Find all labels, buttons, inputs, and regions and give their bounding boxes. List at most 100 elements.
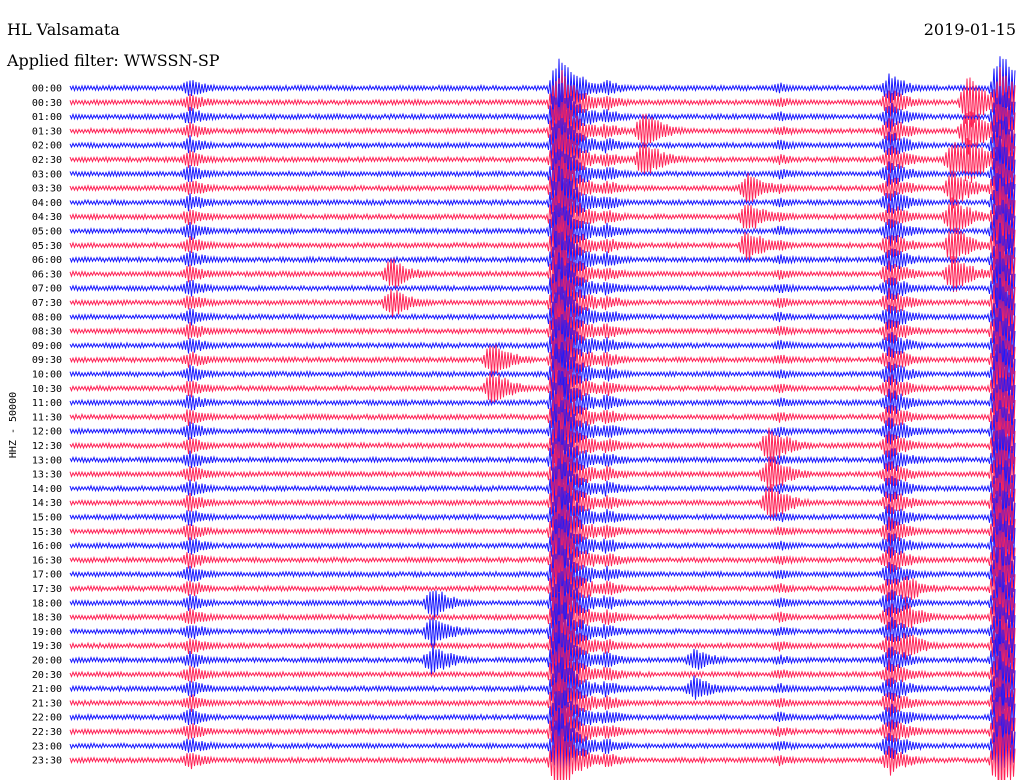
row-time-label: 13:00: [32, 455, 62, 466]
trace-row: [69, 669, 1016, 734]
row-time-label: 00:00: [32, 84, 62, 95]
row-time-label: 10:00: [32, 370, 62, 381]
trace-row: [69, 643, 1016, 704]
row-time-label: 20:30: [32, 670, 62, 681]
row-time-label: 04:00: [32, 198, 62, 209]
trace-row: [69, 683, 1016, 751]
trace-row: [69, 420, 1016, 493]
row-time-label: 16:00: [32, 541, 62, 552]
trace-row: [69, 101, 1016, 167]
row-time-label: 14:00: [32, 484, 62, 495]
station-title: HL Valsamata: [7, 20, 120, 39]
date-label: 2019-01-15: [924, 20, 1016, 39]
trace-row: [69, 213, 1016, 279]
row-time-label: 05:30: [32, 241, 62, 252]
row-time-label: 07:30: [32, 298, 62, 309]
row-time-label: 01:00: [32, 112, 62, 123]
trace-row: [69, 269, 1016, 335]
trace-row: [69, 651, 1016, 724]
row-time-label: 08:00: [32, 312, 62, 323]
trace-row: [69, 135, 1016, 206]
row-time-label: 03:30: [32, 184, 62, 195]
row-time-label: 04:30: [32, 212, 62, 223]
trace-row: [69, 321, 1016, 393]
row-time-label: 01:30: [32, 126, 62, 137]
row-time-label: 13:30: [32, 470, 62, 481]
trace-row: [69, 482, 1016, 551]
trace-row: [69, 537, 1016, 609]
channel-label: HHZ - 50000: [8, 392, 19, 458]
row-time-label: 09:00: [32, 341, 62, 352]
row-time-label: 08:30: [32, 327, 62, 338]
row-time-label: 02:00: [32, 141, 62, 152]
row-time-label: 16:30: [32, 555, 62, 566]
row-time-label: 15:30: [32, 527, 62, 538]
trace-row: [69, 707, 1016, 780]
row-time-label: 11:30: [32, 412, 62, 423]
trace-row: [69, 458, 1016, 526]
trace-row: [69, 277, 1016, 352]
trace-row: [69, 400, 1016, 465]
row-time-label: 07:00: [32, 284, 62, 295]
trace-row: [69, 116, 1016, 176]
trace-row: [69, 620, 1016, 691]
row-time-label: 20:00: [32, 656, 62, 667]
trace-row: [69, 336, 1016, 407]
trace-row: [69, 199, 1016, 265]
row-time-label: 00:30: [32, 98, 62, 109]
row-time-label: 21:00: [32, 684, 62, 695]
trace-row: [69, 496, 1016, 567]
trace-rows: [69, 56, 1016, 780]
trace-row: [69, 370, 1016, 437]
trace-row: [69, 527, 1016, 598]
trace-row: [69, 469, 1016, 531]
row-time-label: 02:30: [32, 155, 62, 166]
trace-row: [69, 353, 1016, 420]
row-time-label: 21:30: [32, 698, 62, 709]
row-time-label: 18:00: [32, 598, 62, 609]
trace-row: [69, 308, 1016, 380]
trace-row: [69, 549, 1016, 624]
row-time-label: 15:00: [32, 513, 62, 524]
trace-row: [69, 294, 1016, 367]
trace-row: [69, 67, 1016, 137]
trace-row: [69, 593, 1016, 666]
trace-row: [69, 156, 1016, 222]
row-time-label: 17:30: [32, 584, 62, 595]
row-time-label: 23:30: [32, 756, 62, 767]
row-time-label: 22:00: [32, 713, 62, 724]
trace-row: [69, 385, 1016, 444]
trace-row: [69, 222, 1016, 295]
trace-row: [69, 82, 1016, 153]
trace-row: [69, 441, 1016, 509]
row-time-label: 06:30: [32, 269, 62, 280]
row-time-label: 06:00: [32, 255, 62, 266]
row-time-label: 22:30: [32, 727, 62, 738]
trace-row: [69, 178, 1016, 249]
row-time-label: 12:30: [32, 441, 62, 452]
row-time-label: 12:00: [32, 427, 62, 438]
trace-row: [69, 512, 1016, 578]
row-time-label: 23:00: [32, 741, 62, 752]
trace-row: [69, 725, 1016, 780]
time-tick-labels: 00:00 00:30 01:00 01:30 02:00 02:30 03:00 03:30…: [32, 84, 62, 767]
trace-row: [69, 586, 1016, 649]
row-time-label: 10:30: [32, 384, 62, 395]
trace-row: [69, 569, 1016, 638]
row-time-label: 03:00: [32, 169, 62, 180]
row-time-label: 19:30: [32, 641, 62, 652]
row-time-label: 19:00: [32, 627, 62, 638]
trace-row: [69, 165, 1016, 236]
filter-subtitle: Applied filter: WWSSN-SP: [6, 51, 220, 70]
row-time-label: 17:00: [32, 570, 62, 581]
trace-row: [69, 243, 1016, 311]
row-time-label: 11:00: [32, 398, 62, 409]
row-time-label: 14:30: [32, 498, 62, 509]
trace-row: [69, 613, 1016, 682]
row-time-label: 09:30: [32, 355, 62, 366]
trace-row: [69, 251, 1016, 320]
trace-row: [69, 696, 1016, 761]
trace-row: [69, 408, 1016, 479]
trace-row: [69, 123, 1016, 195]
